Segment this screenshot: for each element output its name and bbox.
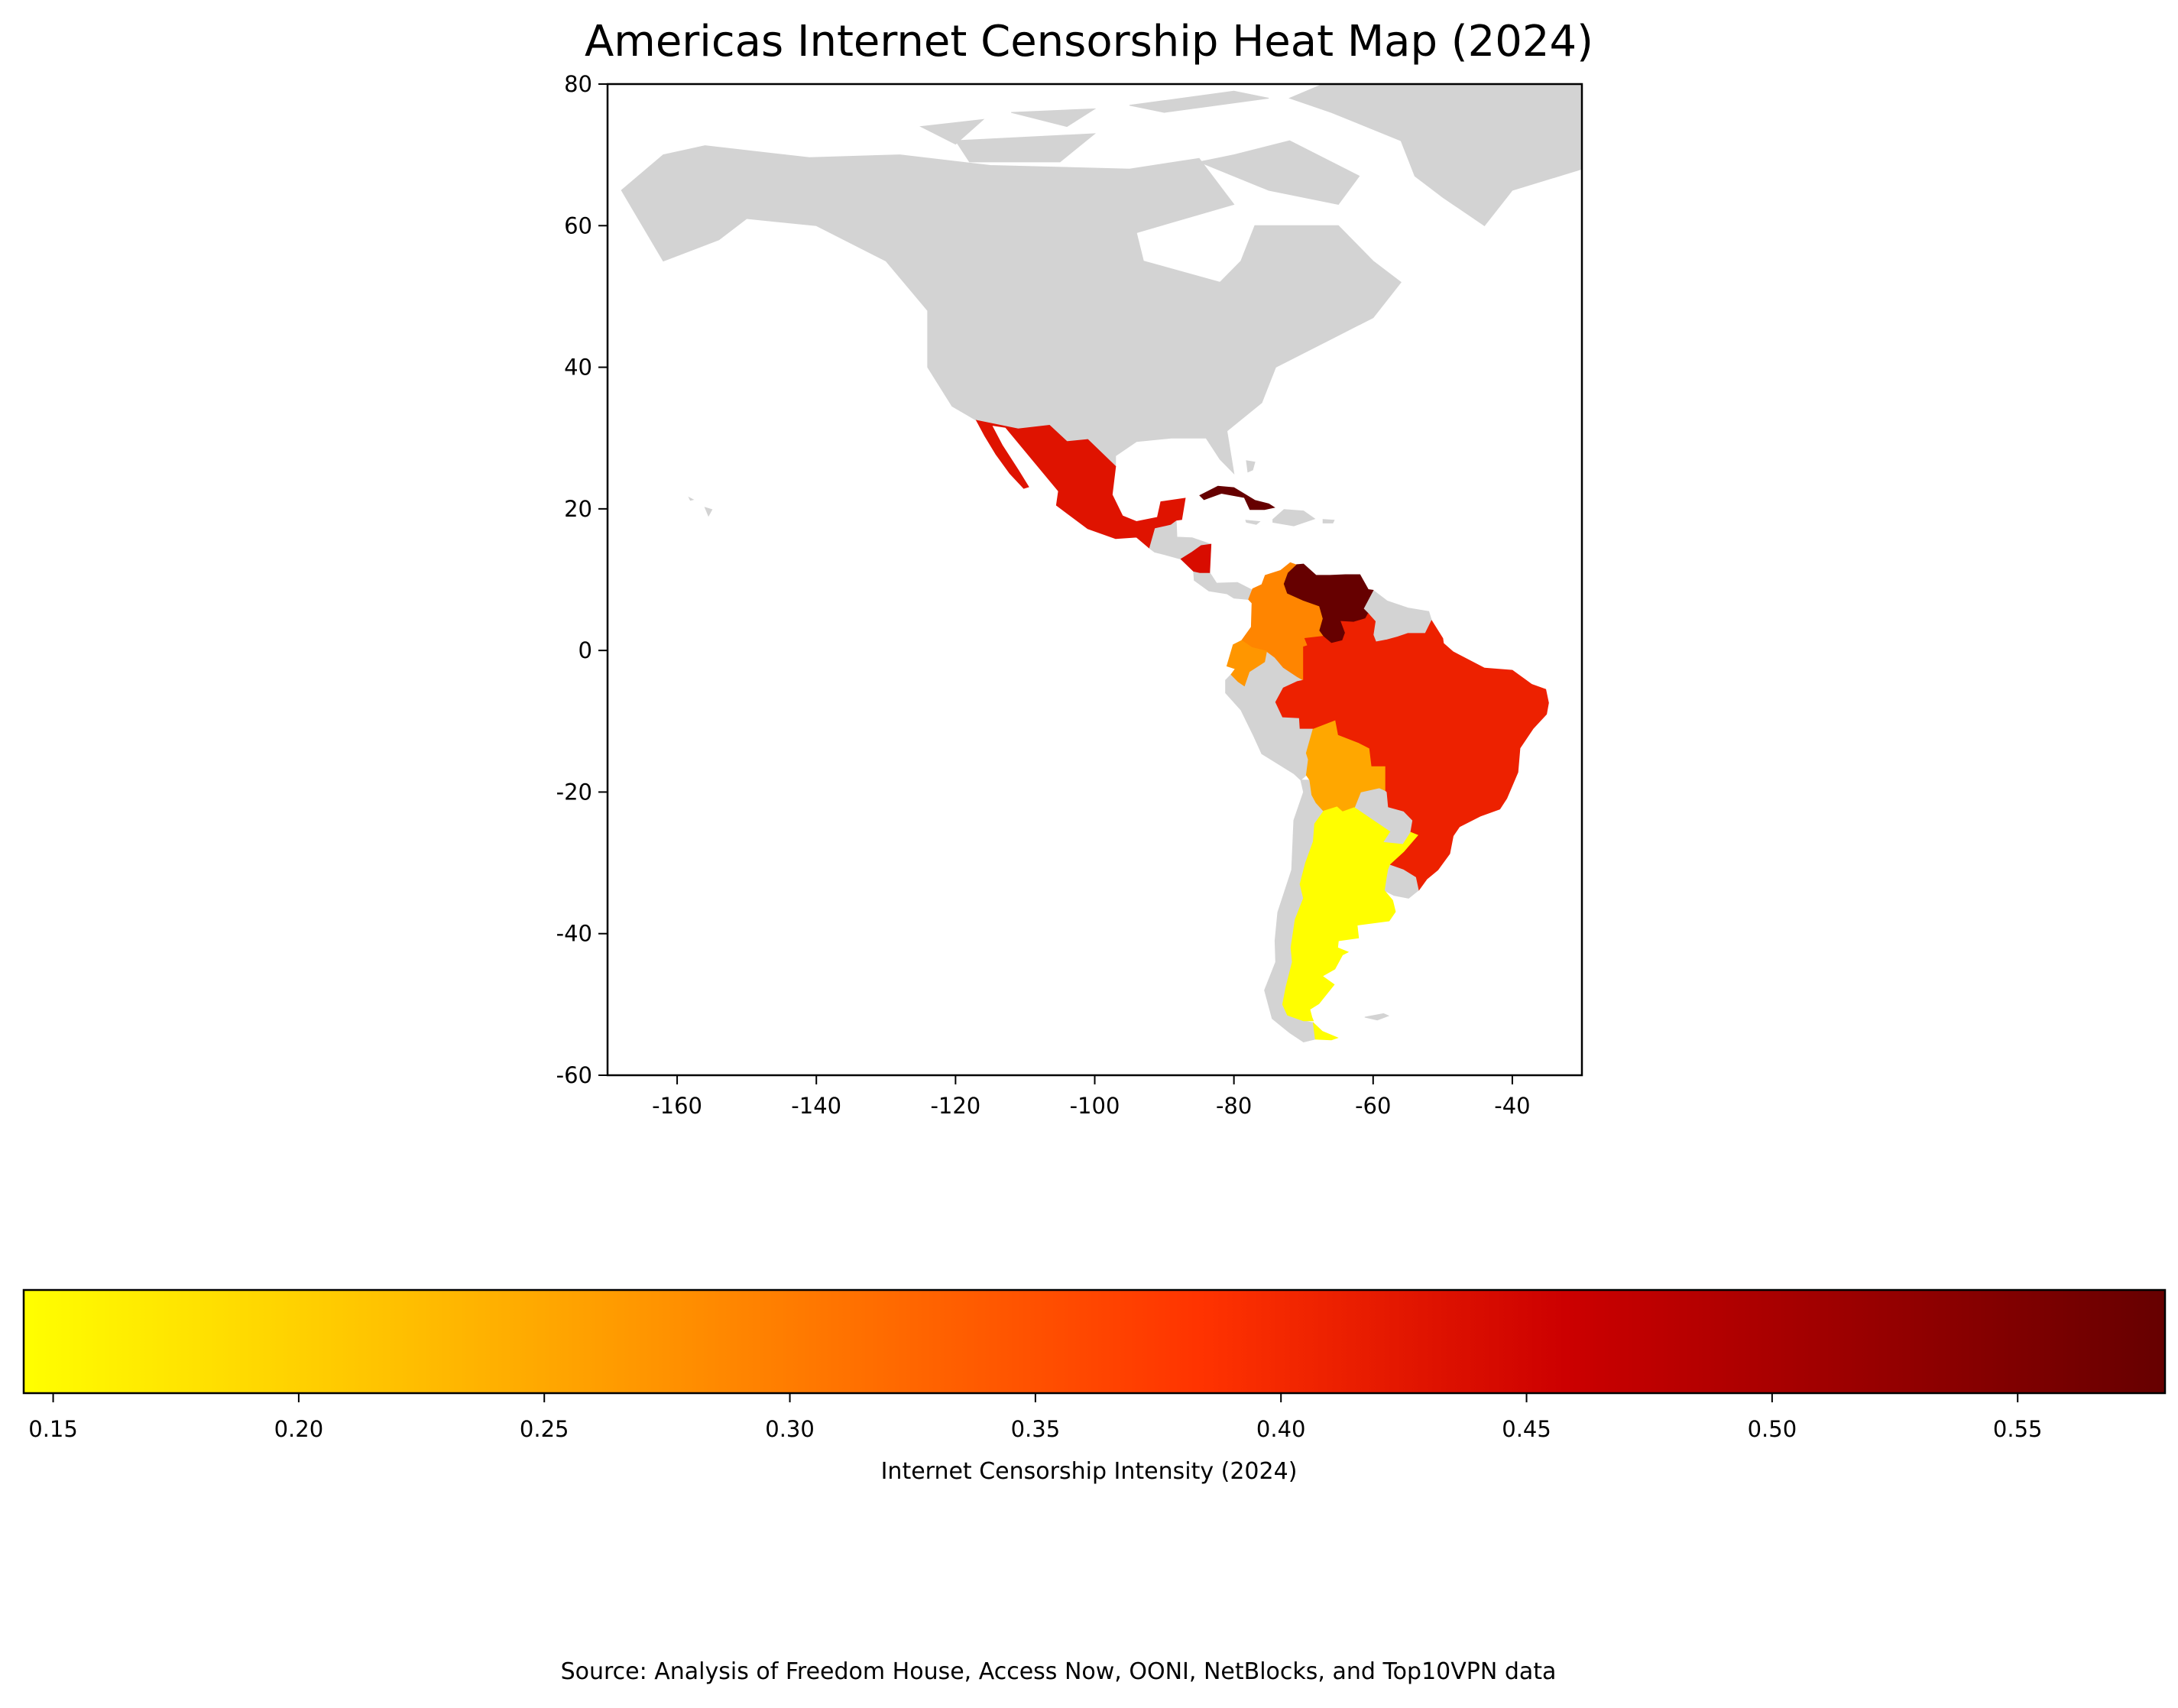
colorbar-tick-label: 0.55 xyxy=(1993,1416,2043,1442)
colorbar-tick-label: 0.30 xyxy=(765,1416,815,1442)
country-argentina[interactable] xyxy=(1312,1022,1339,1041)
chart-title: Americas Internet Censorship Heat Map (2… xyxy=(584,17,1594,66)
land-north-america xyxy=(621,145,1402,475)
land-puerto-rico xyxy=(1322,519,1335,523)
y-tick-label: -60 xyxy=(556,1062,592,1088)
colorbar-tick-label: 0.35 xyxy=(1011,1416,1061,1442)
land-bahamas xyxy=(1246,460,1256,473)
x-tick-label: -100 xyxy=(1070,1093,1120,1119)
y-tick-label: 20 xyxy=(564,496,592,522)
colorbar xyxy=(22,1288,2167,1395)
y-tick-label: 40 xyxy=(564,355,592,381)
land-hawaii-2 xyxy=(688,496,695,501)
colorbar-tick-label: 0.50 xyxy=(1748,1416,1797,1442)
country-ecuador[interactable] xyxy=(1226,640,1267,687)
colorbar-tick-label: 0.45 xyxy=(1502,1416,1551,1442)
land-ellesmere xyxy=(1129,90,1269,113)
colorbar-ticks: 0.15 0.20 0.25 0.30 0.35 0.40 0.45 0.50 0.55 xyxy=(28,1393,2042,1442)
x-tick-label: -40 xyxy=(1494,1093,1530,1119)
land-arctic-2 xyxy=(919,118,985,145)
x-tick-label: -160 xyxy=(652,1093,702,1119)
y-tick-label: -40 xyxy=(556,921,592,947)
colorbar-tick-label: 0.15 xyxy=(28,1416,78,1442)
country-mexico[interactable] xyxy=(975,420,1186,549)
country-nicaragua[interactable] xyxy=(1180,543,1212,573)
land-falklands xyxy=(1364,1013,1390,1021)
x-tick-label: -140 xyxy=(791,1093,841,1119)
land-victoria xyxy=(954,133,1097,163)
colorbar-label: Internet Censorship Intensity (2024) xyxy=(880,1458,1298,1485)
source-note: Source: Analysis of Freedom House, Acces… xyxy=(560,1658,1557,1685)
axis-ticks: -160 -140 -120 -100 -80 -60 -40 80 60 40 20 0 -20 -40… xyxy=(556,71,1531,1119)
country-cuba[interactable] xyxy=(1199,485,1275,510)
y-tick-label: 60 xyxy=(564,212,592,238)
x-tick-label: -60 xyxy=(1355,1093,1391,1119)
colorbar-tick-label: 0.40 xyxy=(1256,1416,1306,1442)
land-greenland xyxy=(1288,84,1582,226)
colorbar-tick-label: 0.20 xyxy=(274,1416,324,1442)
y-tick-label: 80 xyxy=(564,71,592,97)
land-arctic-1 xyxy=(1011,108,1097,128)
y-tick-label: -20 xyxy=(556,779,592,805)
map-land xyxy=(621,84,1582,1043)
land-hispaniola xyxy=(1272,509,1316,527)
x-tick-label: -120 xyxy=(930,1093,980,1119)
country-brazil[interactable] xyxy=(1275,613,1549,891)
land-jamaica xyxy=(1245,520,1261,525)
y-tick-label: 0 xyxy=(579,637,592,663)
colorbar-tick-label: 0.25 xyxy=(520,1416,569,1442)
country-argentina[interactable] xyxy=(1282,806,1418,1022)
x-tick-label: -80 xyxy=(1216,1093,1252,1119)
land-baffin xyxy=(1198,140,1360,206)
land-hawaii-1 xyxy=(704,507,713,517)
